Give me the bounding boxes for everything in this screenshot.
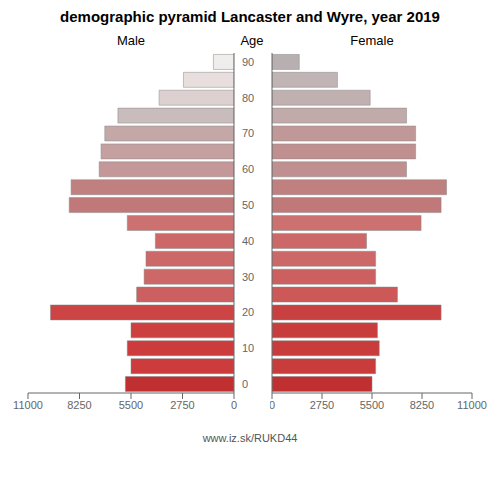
svg-text:50: 50 <box>242 199 254 211</box>
svg-text:0: 0 <box>242 378 248 390</box>
html-text:www.iz.sk/RUKD44: www.iz.sk/RUKD44 <box>202 432 298 444</box>
html-text:Age: Age <box>240 33 264 48</box>
svg-text:40: 40 <box>242 235 254 247</box>
svg-text:5500: 5500 <box>119 399 143 411</box>
svg-text:11000: 11000 <box>13 399 43 411</box>
svg-text:8250: 8250 <box>410 399 434 411</box>
svg-text:5500: 5500 <box>360 399 384 411</box>
svg-text:80: 80 <box>242 92 254 104</box>
svg-text:0: 0 <box>270 399 275 411</box>
html-text:Female: Female <box>350 33 394 48</box>
svg-text:0: 0 <box>231 399 237 411</box>
svg-text:11000: 11000 <box>457 399 487 411</box>
svg-text:8250: 8250 <box>67 399 91 411</box>
html-text:Male: Male <box>116 33 146 48</box>
svg-text:2750: 2750 <box>170 399 194 411</box>
svg-text:10: 10 <box>242 342 254 354</box>
svg-text:30: 30 <box>242 271 254 283</box>
svg-text:20: 20 <box>242 306 254 318</box>
svg-text:70: 70 <box>242 127 254 139</box>
svg-text:90: 90 <box>242 56 254 68</box>
html-text:demographic pyramid Lancaster: demographic pyramid Lancaster and Wyre, … <box>60 8 440 25</box>
svg-text:60: 60 <box>242 163 254 175</box>
svg-text:2750: 2750 <box>310 399 334 411</box>
